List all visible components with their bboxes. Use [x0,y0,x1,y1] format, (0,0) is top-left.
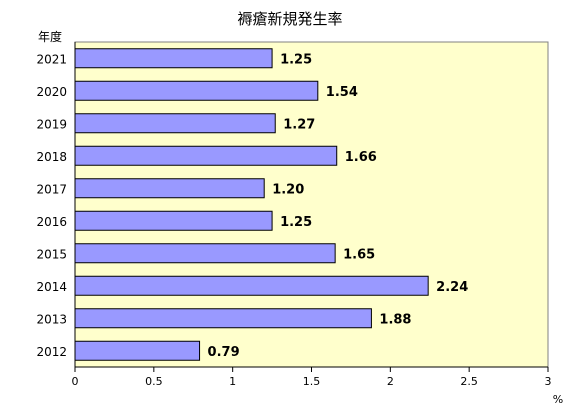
x-tick-label: 3 [545,375,552,388]
value-label-2019: 1.27 [283,117,315,132]
category-label-2014: 2014 [36,280,67,294]
category-label-2019: 2019 [36,117,67,131]
category-labels-group: 2021 2020 2019 2018 2017 2016 2015 2014 2013 2012 [36,52,67,359]
bar-2013 [74,308,372,329]
value-labels-group: 1.25 1.54 1.27 1.66 1.20 1.25 1.65 2.24 1.88 0.79 [208,52,469,360]
value-label-2015: 1.65 [343,247,375,262]
bar-2020 [74,80,319,101]
value-label-2021: 1.25 [280,52,312,67]
bars-group [74,48,429,361]
bar-2018 [74,145,338,166]
value-label-2020: 1.54 [326,85,358,100]
bar-2014 [74,275,429,296]
category-label-2016: 2016 [36,215,67,229]
unit-label: % [553,393,563,406]
x-tick-label: 2.5 [460,375,478,388]
bar-2021 [74,48,273,69]
value-label-2017: 1.20 [272,182,304,197]
chart-title: 褥瘡新規発生率 [237,10,342,28]
category-label-2018: 2018 [36,150,67,164]
x-tick-label: 0.5 [145,375,163,388]
category-axis-label: 年度 [38,29,62,44]
x-tick-label: 1 [229,375,236,388]
x-axis-ticks-group: 0 0.5 1 1.5 2 2.5 3 [72,367,552,388]
category-label-2020: 2020 [36,85,67,99]
category-label-2017: 2017 [36,182,67,196]
bar-2017 [74,178,265,199]
category-label-2015: 2015 [36,247,67,261]
bar-2015 [74,243,336,264]
x-tick-label: 2 [387,375,394,388]
x-tick-label: 1.5 [303,375,321,388]
category-label-2012: 2012 [36,345,67,359]
bar-2012 [74,340,201,361]
value-label-2012: 0.79 [208,345,240,360]
value-label-2016: 1.25 [280,215,312,230]
value-label-2014: 2.24 [436,280,468,295]
bar-2019 [74,113,276,134]
bar-2016 [74,210,273,231]
category-label-2021: 2021 [36,52,67,66]
value-label-2018: 1.66 [345,150,377,165]
x-tick-label: 0 [72,375,79,388]
value-label-2013: 1.88 [379,312,411,327]
category-label-2013: 2013 [36,312,67,326]
